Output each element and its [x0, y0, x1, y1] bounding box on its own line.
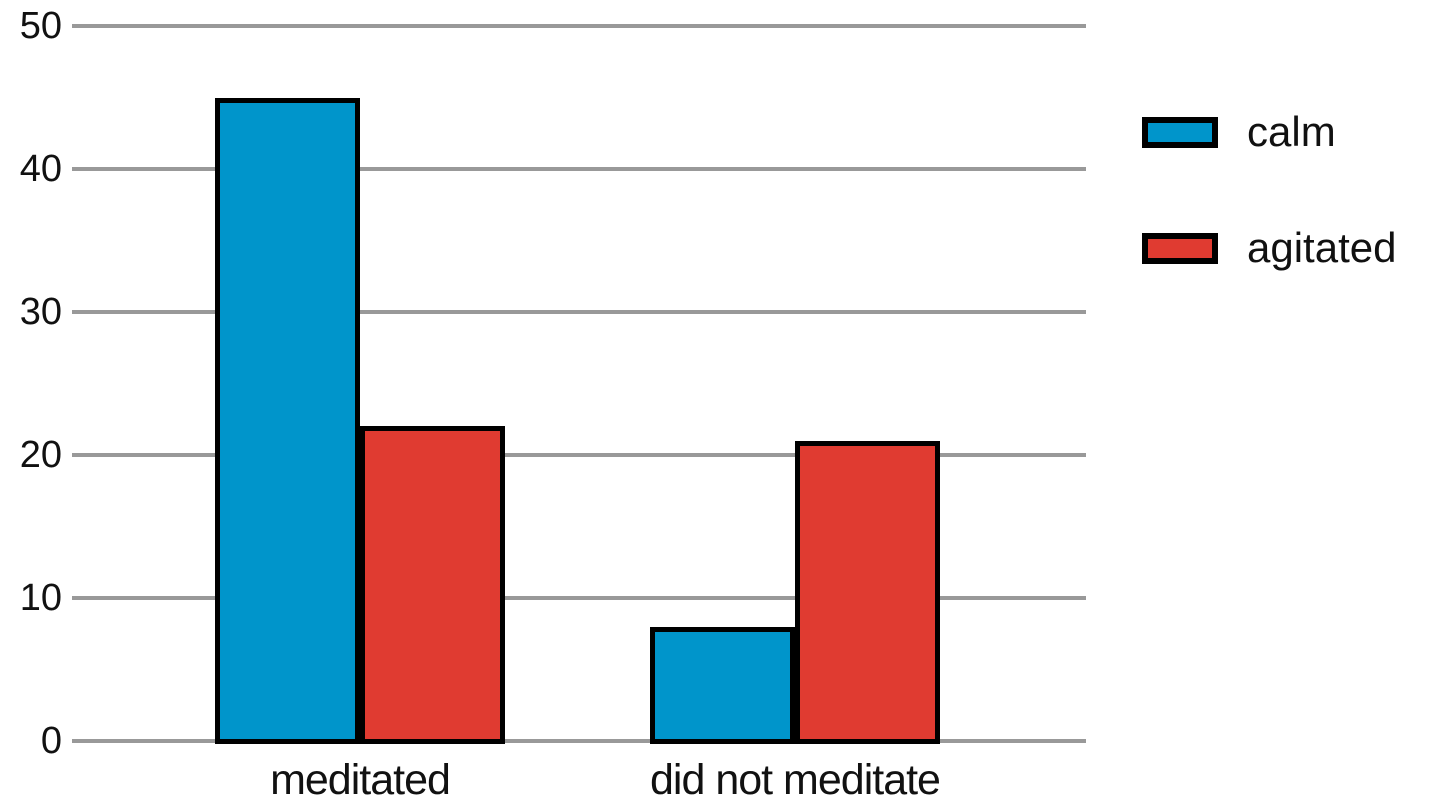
bar-agitated-meditated	[360, 426, 505, 744]
gridline-y-50	[72, 24, 1086, 28]
x-axis-label-did-not-meditate: did not meditate	[650, 756, 941, 804]
bar-calm-meditated	[215, 97, 360, 744]
legend-item-agitated: agitated	[1142, 226, 1396, 270]
y-axis-tick-label-20: 20	[19, 434, 62, 476]
bar-agitated-did-not-meditate	[795, 440, 940, 744]
gridline-y-40	[72, 167, 1086, 171]
y-axis-tick-label-30: 30	[19, 291, 62, 333]
gridline-y-20	[72, 453, 1086, 457]
y-axis-tick-label-10: 10	[19, 577, 62, 619]
gridline-y-30	[72, 310, 1086, 314]
gridline-y-0	[72, 739, 1086, 743]
gridline-y-10	[72, 596, 1086, 600]
y-axis-tick-label-0: 0	[40, 720, 62, 762]
legend-swatch-agitated	[1142, 232, 1218, 264]
legend-swatch-calm	[1142, 116, 1218, 148]
bar-calm-did-not-meditate	[650, 626, 795, 744]
legend-label-calm: calm	[1247, 108, 1336, 155]
legend-item-calm: calm	[1142, 110, 1396, 154]
x-axis-label-meditated: meditated	[270, 756, 451, 804]
legend-label-agitated: agitated	[1247, 224, 1397, 271]
y-axis-tick-label-40: 40	[19, 148, 62, 190]
y-axis-tick-label-50: 50	[19, 5, 62, 47]
legend: calm agitated	[1142, 110, 1396, 270]
